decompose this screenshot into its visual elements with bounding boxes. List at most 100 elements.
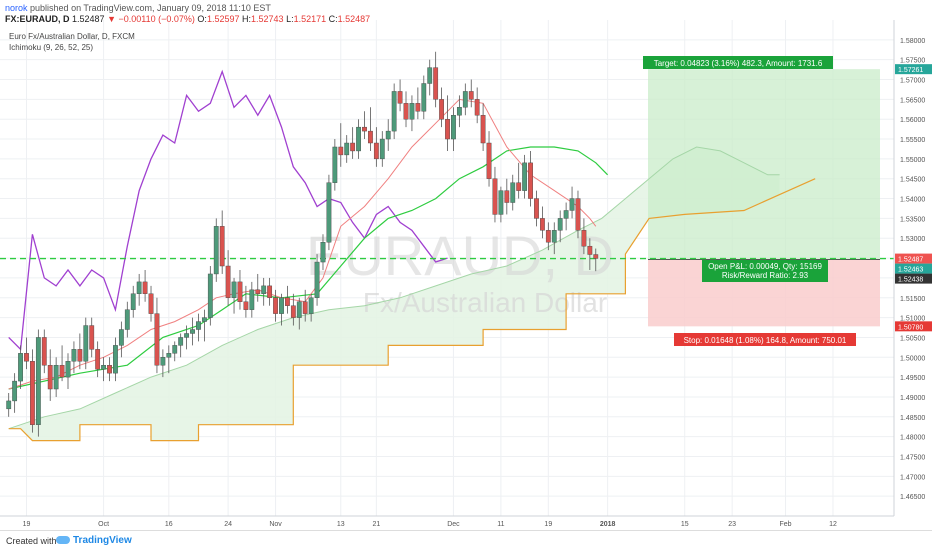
- tradingview-logo[interactable]: TradingView: [56, 535, 132, 546]
- candle-body: [107, 365, 112, 374]
- candle-body: [65, 361, 71, 378]
- candle-body: [290, 305, 296, 318]
- candle-body: [201, 317, 207, 322]
- publish-line: norok published on TradingView.com, Janu…: [5, 3, 271, 13]
- candle-body: [427, 67, 433, 84]
- candle-body: [255, 289, 261, 294]
- price-change: −0.00110 (−0.07%): [118, 14, 195, 24]
- candle: [403, 91, 409, 128]
- candle: [415, 87, 421, 120]
- candle-body: [474, 99, 480, 116]
- rr-label: Risk/Reward Ratio: 2.93: [722, 271, 809, 280]
- open-value: 1.52597: [206, 14, 240, 24]
- candle-body: [71, 349, 77, 362]
- candle-body: [302, 301, 308, 314]
- candle: [486, 131, 492, 187]
- price-chart: EURAUD, D Fx/Australian Dollar Target: 0…: [0, 20, 932, 528]
- candle: [65, 353, 71, 390]
- candle: [201, 309, 207, 342]
- candle-body: [534, 198, 539, 219]
- time-tick-label: 23: [728, 521, 736, 528]
- created-with: Created with: [6, 536, 57, 546]
- price-tag: 1.57261: [895, 64, 932, 75]
- price-tick-label: 1.53500: [900, 216, 925, 223]
- candle-body: [563, 210, 569, 219]
- candle: [285, 285, 290, 314]
- candle-body: [113, 345, 118, 374]
- kijun-line: [8, 146, 609, 390]
- candle-body: [569, 198, 575, 211]
- cloud-icon: [56, 536, 70, 545]
- price-tick-label: 1.58000: [900, 38, 925, 45]
- candle-body: [18, 353, 23, 382]
- candle-body: [207, 273, 213, 318]
- candle: [510, 174, 516, 211]
- candle: [468, 79, 474, 108]
- candle: [356, 119, 361, 159]
- candle-body: [439, 99, 444, 120]
- candle: [118, 321, 124, 358]
- candle-body: [24, 353, 29, 362]
- long-position-tool[interactable]: [648, 69, 880, 327]
- candle-body: [581, 230, 587, 247]
- time-tick-label: 2018: [600, 521, 616, 528]
- price-tick-label: 1.49000: [900, 395, 925, 402]
- candle-body: [314, 261, 320, 298]
- author-link[interactable]: norok: [5, 3, 28, 13]
- candle: [83, 317, 89, 370]
- candle-body: [154, 313, 160, 366]
- pnl-label: Open P&L: 0.00049, Qty: 15169: [708, 262, 822, 271]
- brand-name: TradingView: [73, 535, 132, 546]
- candle: [540, 206, 545, 239]
- candle-body: [385, 130, 391, 140]
- stop-label-box: [674, 333, 856, 346]
- footer: Created with TradingView: [0, 530, 932, 551]
- candle: [379, 131, 385, 167]
- candle: [77, 333, 83, 370]
- time-tick-label: Feb: [779, 521, 791, 528]
- price-tag-box: [895, 263, 932, 274]
- price-tag-label: 1.52438: [898, 277, 923, 284]
- candle: [534, 190, 539, 227]
- instrument-legend: Euro Fx/Australian Dollar, D, FXCM Ichim…: [9, 31, 135, 53]
- candle-body: [231, 281, 237, 298]
- candle: [456, 95, 462, 128]
- candle-body: [510, 182, 516, 203]
- candle-body: [30, 361, 35, 425]
- candle: [41, 329, 47, 374]
- time-tick-label: 21: [372, 521, 380, 528]
- price-tag-box: [895, 64, 932, 75]
- price-tick-label: 1.49500: [900, 375, 925, 382]
- candle-body: [225, 265, 231, 298]
- candle: [59, 345, 65, 382]
- price-tick-label: 1.54000: [900, 197, 925, 204]
- candle-body: [237, 281, 243, 302]
- position-labels: Target: 0.04823 (3.16%) 482.3, Amount: 1…: [643, 56, 856, 346]
- candle: [433, 51, 439, 108]
- candle-body: [397, 91, 403, 104]
- indicator-label[interactable]: Ichimoku (9, 26, 52, 25): [9, 43, 94, 52]
- candle: [551, 222, 557, 255]
- candle: [154, 297, 160, 374]
- candle-body: [89, 325, 95, 350]
- time-tick-label: 19: [544, 521, 552, 528]
- candle-body: [421, 83, 427, 112]
- candle-body: [409, 103, 415, 120]
- candle-body: [267, 285, 273, 298]
- candle: [439, 87, 444, 128]
- candle-body: [118, 329, 124, 346]
- candle-body: [593, 254, 599, 259]
- candle: [124, 301, 130, 338]
- candle-body: [296, 301, 302, 318]
- candle: [451, 107, 456, 151]
- candle: [593, 248, 599, 272]
- high-value: 1.52743: [251, 14, 284, 24]
- candle: [474, 87, 480, 124]
- price-tick-label: 1.47500: [900, 454, 925, 461]
- candle: [219, 210, 225, 274]
- candle-body: [95, 349, 101, 370]
- candle-body: [332, 146, 338, 183]
- candle-body: [516, 182, 522, 191]
- candle: [12, 373, 18, 413]
- target-zone: [648, 69, 880, 260]
